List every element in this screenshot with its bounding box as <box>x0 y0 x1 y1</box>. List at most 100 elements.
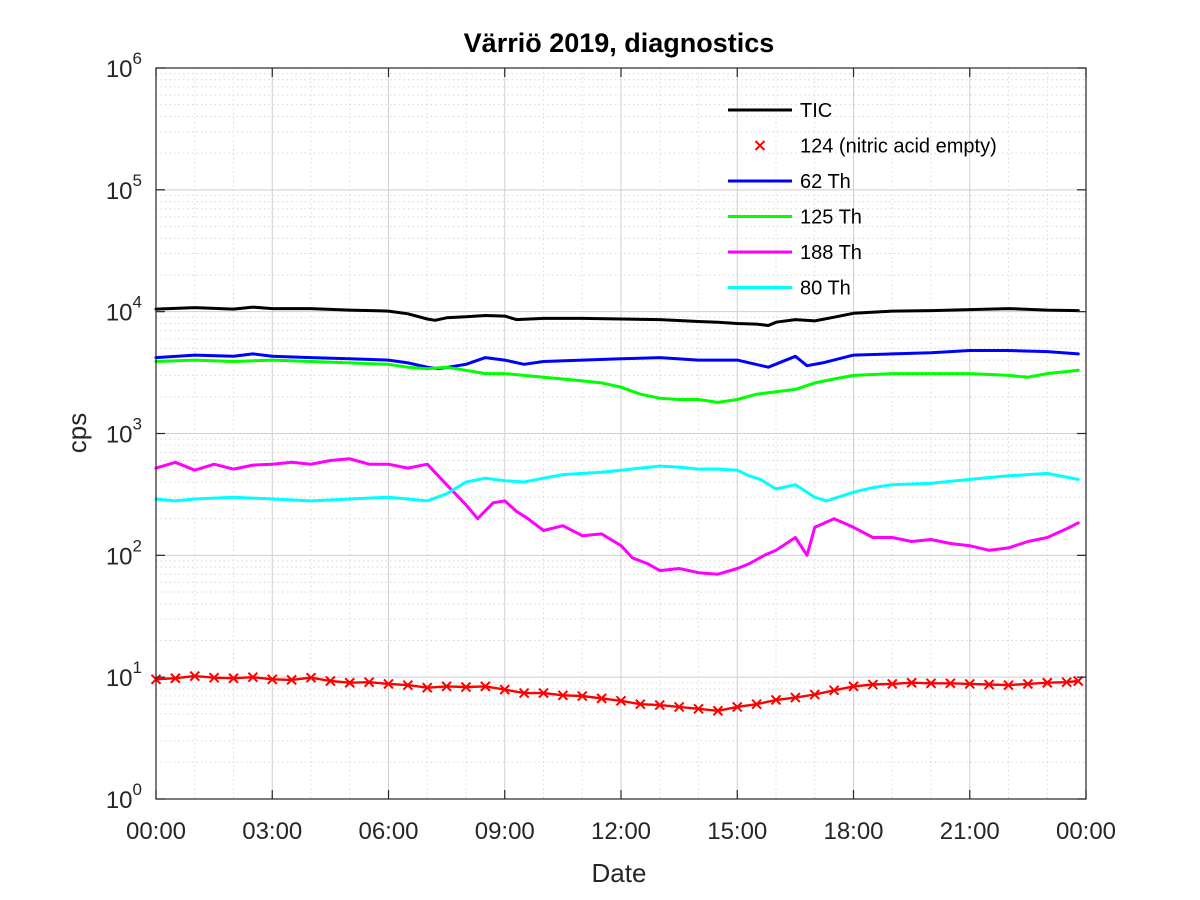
data-point-marker <box>693 703 704 715</box>
y-tick-label-base: 10 <box>106 56 133 83</box>
data-point-marker <box>1042 677 1053 688</box>
y-tick-label: 105 <box>106 171 142 205</box>
marker-stroke <box>267 674 278 685</box>
series-line-80-th <box>154 464 1080 503</box>
marker-stroke <box>809 689 820 700</box>
marker-stroke <box>654 699 665 711</box>
y-tick-label-base: 10 <box>106 178 133 205</box>
marker-stroke <box>596 693 607 704</box>
data-point-marker <box>964 678 975 690</box>
marker-stroke <box>867 679 879 690</box>
data-point-marker <box>402 679 414 691</box>
data-point-marker <box>538 687 549 699</box>
marker-stroke <box>790 692 801 703</box>
legend-label: 62 Th <box>800 171 851 193</box>
series-line-62-th <box>154 349 1080 371</box>
marker-stroke <box>247 671 259 683</box>
x-tick-label: 00:00 <box>1056 818 1116 845</box>
series-tic <box>154 305 1080 327</box>
series-124-nitric-acid-empty <box>150 670 1084 716</box>
marker-stroke <box>441 681 452 692</box>
marker-stroke <box>383 678 394 690</box>
x-axis-label: Date <box>592 858 647 888</box>
chart-title: Värriö 2019, diagnostics <box>464 28 775 58</box>
marker-stroke <box>615 695 627 706</box>
series-line-tic <box>154 305 1080 327</box>
marker-stroke <box>906 677 917 688</box>
legend-label: 124 (nitric acid empty) <box>800 136 997 158</box>
data-point-marker <box>286 674 297 686</box>
y-tick-label-exponent: 2 <box>133 536 142 555</box>
series-line-188-th <box>154 457 1080 576</box>
data-point-marker <box>673 701 685 713</box>
data-point-marker <box>635 698 646 710</box>
series-line-125-th <box>154 358 1080 404</box>
data-point-marker <box>363 676 375 688</box>
data-point-marker <box>770 694 782 706</box>
marker-stroke <box>1061 676 1072 688</box>
data-point-marker <box>441 681 452 692</box>
data-point-marker <box>848 681 859 692</box>
y-tick-label-exponent: 0 <box>133 780 142 799</box>
marker-stroke <box>286 674 297 686</box>
data-point-marker <box>267 674 278 685</box>
data-point-marker <box>1003 679 1014 691</box>
legend-marker-stroke <box>754 140 766 151</box>
series-125-th <box>154 358 1080 404</box>
marker-stroke <box>1073 675 1084 687</box>
marker-stroke <box>422 682 433 693</box>
marker-stroke <box>673 701 685 713</box>
marker-stroke <box>480 681 491 692</box>
data-point-marker <box>887 678 898 690</box>
data-point-marker <box>809 689 820 700</box>
data-point-marker <box>518 687 530 699</box>
marker-stroke <box>208 672 220 683</box>
legend-item: 62 Th <box>728 171 851 193</box>
data-point-marker <box>867 679 879 690</box>
series-188-th <box>154 457 1080 576</box>
data-point-marker <box>732 701 743 713</box>
marker-stroke <box>499 684 510 695</box>
marker-stroke <box>732 701 743 713</box>
marker-stroke <box>577 690 588 702</box>
series-80-th <box>154 464 1080 503</box>
x-tick-label: 00:00 <box>126 818 186 845</box>
y-tick-label: 103 <box>106 415 142 449</box>
y-tick-label: 104 <box>106 293 142 327</box>
data-point-marker <box>480 681 491 692</box>
legend-item: 124 (nitric acid empty) <box>754 136 997 158</box>
y-tick-label-exponent: 1 <box>133 658 142 677</box>
y-tick-label-base: 10 <box>106 300 133 327</box>
x-tick-label: 21:00 <box>940 818 1000 845</box>
data-point-marker <box>983 679 995 690</box>
marker-stroke <box>828 685 840 696</box>
data-point-marker <box>712 705 724 716</box>
series-62-th <box>154 349 1080 371</box>
data-point-marker <box>189 670 200 682</box>
y-axis-label: cps <box>62 413 92 453</box>
y-tick-label-base: 10 <box>106 422 133 449</box>
marker-stroke <box>925 678 937 689</box>
marker-stroke <box>635 698 646 710</box>
data-point-marker <box>247 671 259 683</box>
y-tick-label-base: 10 <box>106 665 133 692</box>
marker-stroke <box>305 672 317 683</box>
marker-stroke <box>887 678 898 690</box>
y-tick-label-exponent: 6 <box>133 49 142 68</box>
legend-item: 125 Th <box>728 207 862 229</box>
legend-label: TIC <box>800 100 832 122</box>
y-tick-label: 106 <box>106 49 142 83</box>
marker-stroke <box>344 677 355 688</box>
data-point-marker <box>208 672 220 683</box>
y-tick-label-exponent: 5 <box>133 171 142 190</box>
data-point-marker <box>577 690 588 702</box>
data-point-marker <box>1061 676 1072 688</box>
y-tick-label: 101 <box>106 658 142 692</box>
x-tick-label: 12:00 <box>591 818 651 845</box>
data-point-marker <box>557 690 569 701</box>
data-point-marker <box>596 693 607 704</box>
data-point-marker <box>1022 678 1034 690</box>
legend: TIC 124 (nitric acid empty) 62 Th 125 Th 188… <box>728 100 997 300</box>
x-tick-label: 03:00 <box>242 818 302 845</box>
